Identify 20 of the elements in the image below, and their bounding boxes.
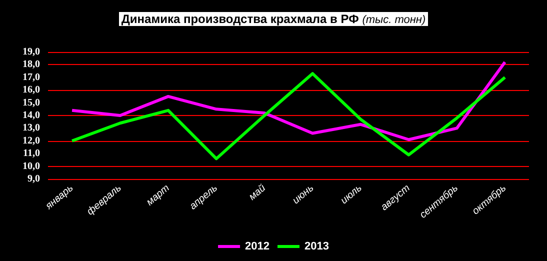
y-tick-label: 17,0	[22, 72, 40, 83]
y-tick-label: 16,0	[22, 84, 40, 96]
chart-subtitle: (тыс. тонн)	[362, 14, 426, 26]
y-tick-label: 15,0	[22, 97, 40, 108]
y-tick-label: 12,0	[22, 135, 40, 146]
legend-label: 2012	[245, 240, 270, 252]
y-tick-label: 19,0	[22, 46, 40, 58]
y-tick-label: 11,0	[23, 148, 40, 160]
y-tick-label: 13,0	[22, 122, 40, 134]
x-tick-label: июнь	[290, 182, 316, 207]
x-tick-label: июль	[338, 182, 364, 206]
x-tick-label: май	[247, 182, 268, 203]
y-tick-label: 14,0	[22, 110, 40, 121]
line-series	[70, 72, 506, 160]
y-tick-label: 18,0	[22, 59, 40, 70]
chart-title: Динамика производства крахмала в РФ	[121, 12, 359, 26]
line-series	[70, 60, 506, 142]
legend-label: 2013	[304, 240, 329, 252]
y-tick-label: 9,0	[28, 174, 40, 184]
y-tick-label: 10,0	[22, 160, 40, 172]
